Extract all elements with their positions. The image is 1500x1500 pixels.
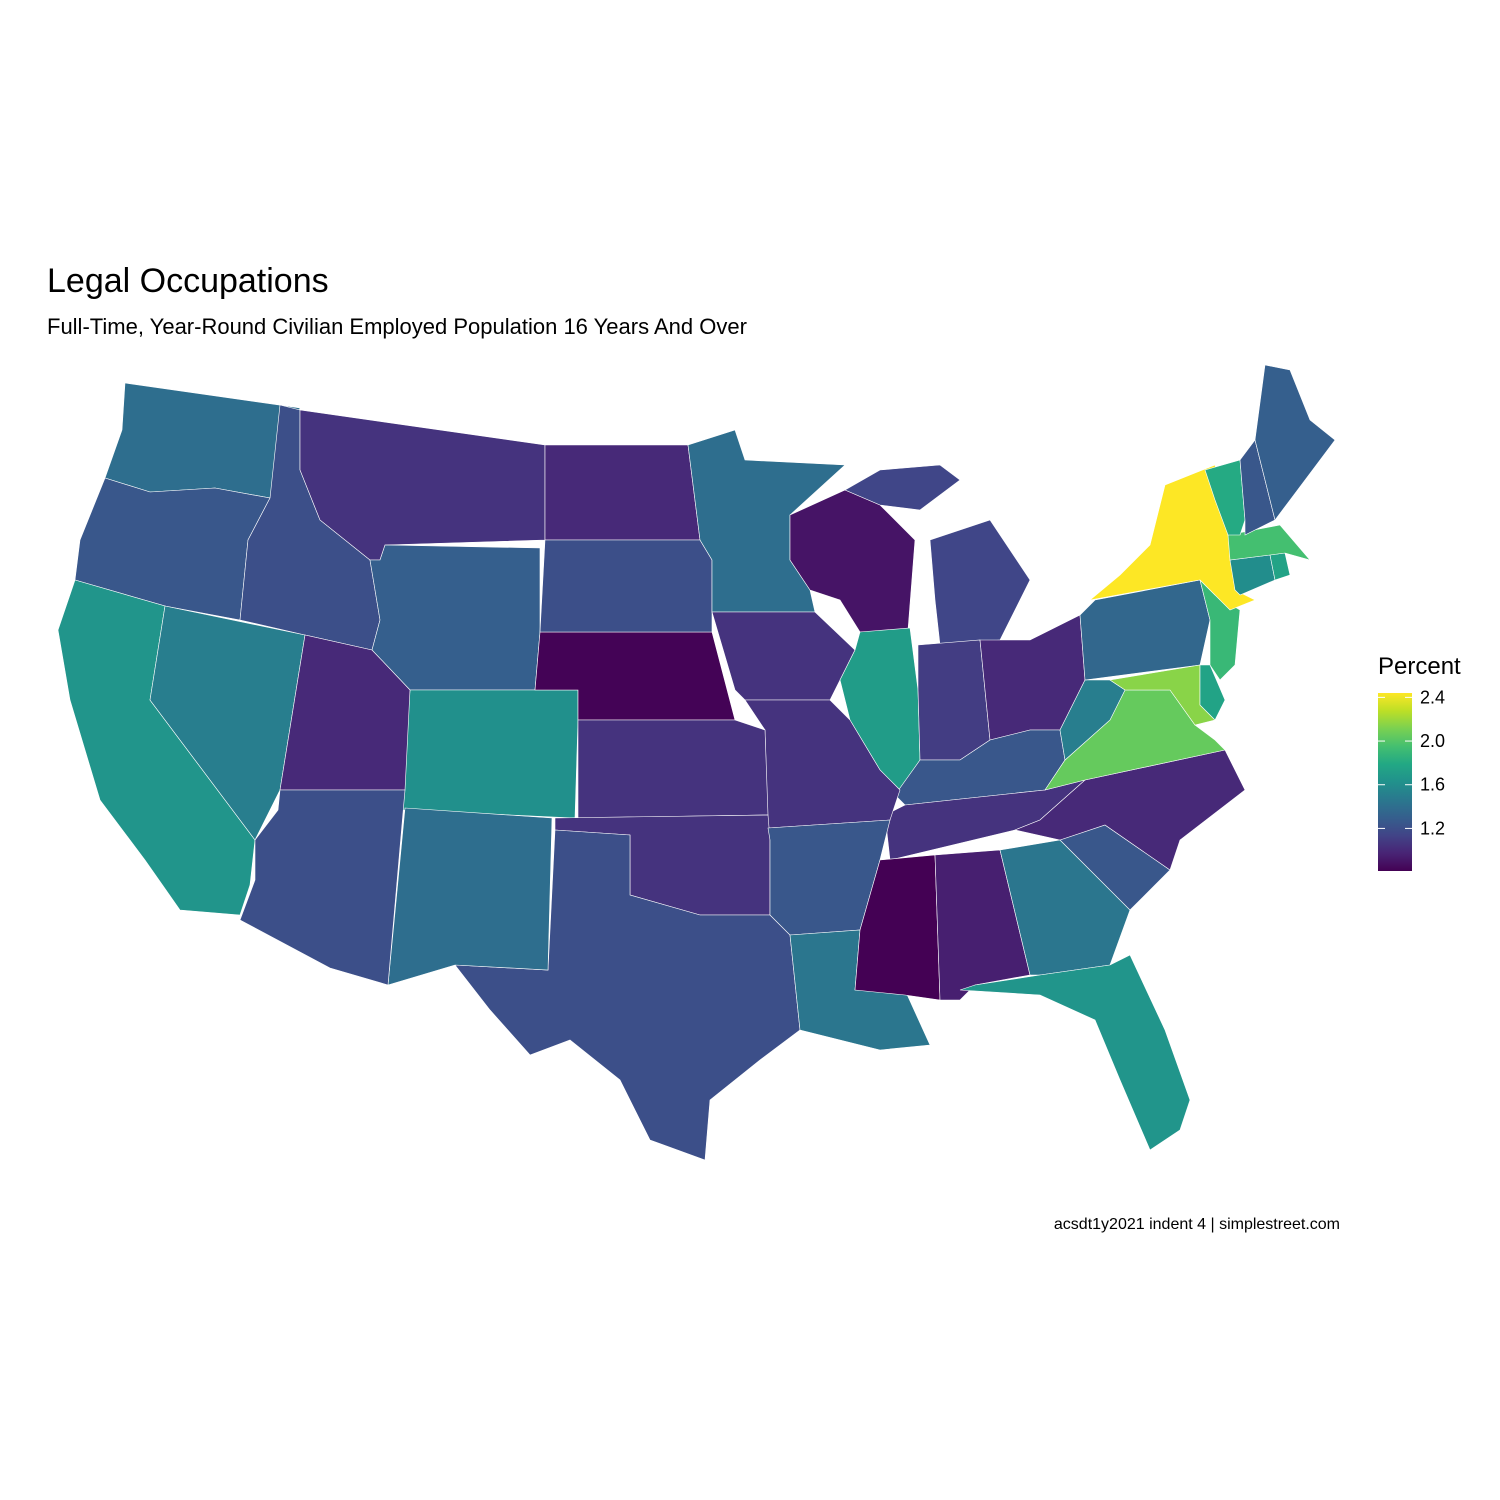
state (239, 789, 406, 986)
state (711, 611, 856, 701)
state (399, 689, 579, 819)
state (1013, 749, 1246, 871)
legend: 1.2 1.6 2.0 2.4 (1378, 687, 1445, 871)
state (929, 519, 1031, 646)
legend-tick-label: 2.4 (1420, 687, 1445, 707)
state (959, 954, 1191, 1151)
state (539, 539, 713, 633)
map-subtitle: Full-Time, Year-Round Civilian Employed … (47, 314, 747, 339)
state (577, 719, 769, 819)
state (149, 605, 306, 841)
state (1239, 439, 1276, 536)
state (1254, 364, 1336, 521)
state (1229, 554, 1276, 596)
states (57, 364, 1336, 1161)
state (544, 444, 701, 541)
state (279, 634, 411, 791)
map-caption: acsdt1y2021 indent 4 | simplestreet.com (1054, 1216, 1340, 1233)
state (369, 544, 541, 691)
state (1199, 664, 1226, 721)
state (1227, 524, 1311, 561)
legend-tick-label: 1.6 (1420, 775, 1445, 795)
state (917, 639, 991, 761)
state (844, 464, 961, 511)
state (104, 382, 301, 499)
state (387, 807, 553, 986)
legend-tick-label: 2.0 (1420, 731, 1445, 751)
state (454, 829, 801, 1161)
map-title: Legal Occupations (47, 262, 329, 300)
legend-tick-label: 1.2 (1420, 818, 1445, 838)
color-bar (1378, 693, 1412, 871)
legend-title: Percent (1378, 653, 1461, 680)
